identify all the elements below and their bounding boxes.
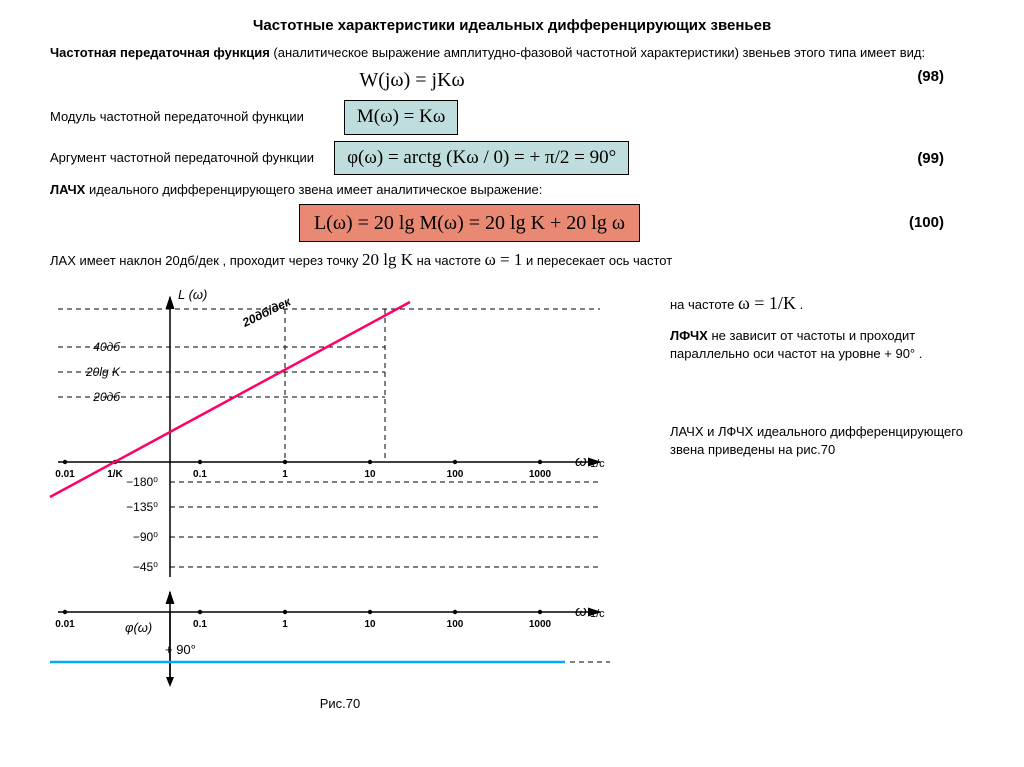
- lachx-bold: ЛАЧХ: [50, 182, 85, 197]
- svg-text:1: 1: [282, 619, 288, 630]
- eq-100-number: (100): [909, 212, 944, 233]
- svg-text:ω: ω: [575, 603, 587, 620]
- modulus-eq: M(ω) = Kω: [344, 100, 459, 135]
- chart-column: 40дб20lg K20дбL (ω)ω1/с0.011/K0.11101001…: [30, 277, 650, 712]
- page-title: Частотные характеристики идеальных диффе…: [30, 15, 994, 36]
- eq-98-number: (98): [917, 66, 944, 87]
- svg-text:L (ω): L (ω): [178, 287, 207, 302]
- svg-text:0.1: 0.1: [193, 619, 207, 630]
- slope-part2: на частоте: [417, 253, 485, 268]
- intro-paragraph: Частотная передаточная функция (аналитич…: [50, 44, 994, 62]
- svg-text:−45⁰: −45⁰: [133, 560, 158, 574]
- svg-text:−135⁰: −135⁰: [126, 500, 158, 514]
- eq-98: W(jω) = jKω: [359, 69, 464, 91]
- svg-text:−90⁰: −90⁰: [133, 530, 158, 544]
- svg-text:40дб: 40дб: [93, 340, 121, 354]
- argument-eq: φ(ω) = arctg (Kω / 0) = + π/2 = 90°: [334, 141, 629, 176]
- svg-text:−180⁰: −180⁰: [126, 475, 158, 489]
- lfchx-bold: ЛФЧХ: [670, 328, 708, 343]
- modulus-text: Модуль частотной передаточной функции: [50, 108, 304, 126]
- svg-text:φ(ω): φ(ω): [125, 620, 152, 635]
- svg-text:0.01: 0.01: [55, 469, 75, 480]
- eq-98-row: (98) W(jω) = jKω: [30, 66, 994, 94]
- svg-text:ω: ω: [575, 453, 587, 470]
- lfchx-line: ЛФЧХ не зависит от частоты и проходит па…: [670, 327, 994, 363]
- svg-text:100: 100: [447, 469, 464, 480]
- svg-text:0.1: 0.1: [193, 469, 207, 480]
- slope-part3: и пересекает ось частот: [526, 253, 672, 268]
- slope-eq1: 20 lg K: [362, 250, 413, 269]
- svg-text:+ 90°: + 90°: [165, 642, 196, 657]
- side-column: на частоте ω = 1/K . ЛФЧХ не зависит от …: [670, 277, 994, 712]
- eq-99-number: (99): [917, 148, 944, 169]
- bode-chart: 40дб20lg K20дбL (ω)ω1/с0.011/K0.11101001…: [30, 277, 650, 697]
- lachx-rest: идеального дифференцирующего звена имеет…: [85, 182, 542, 197]
- freq-part2: .: [800, 297, 804, 312]
- svg-text:0.01: 0.01: [55, 619, 75, 630]
- intro-bold: Частотная передаточная функция: [50, 45, 270, 60]
- svg-text:1000: 1000: [529, 469, 552, 480]
- argument-line: Аргумент частотной передаточной функции …: [50, 141, 994, 176]
- svg-text:100: 100: [447, 619, 464, 630]
- intro-rest: (аналитическое выражение амплитудно-фазо…: [270, 45, 925, 60]
- argument-text: Аргумент частотной передаточной функции: [50, 149, 314, 167]
- svg-text:20дб: 20дб: [92, 390, 121, 404]
- slope-eq2: ω = 1: [485, 250, 523, 269]
- caption-line: ЛАЧХ и ЛФЧХ идеального дифференцирующего…: [670, 423, 994, 459]
- freq-eq: ω = 1/K: [738, 293, 796, 313]
- svg-text:10: 10: [364, 619, 376, 630]
- eq-100-row: L(ω) = 20 lg M(ω) = 20 lg K + 20 lg ω (1…: [30, 204, 994, 242]
- freq-cross-line: на частоте ω = 1/K .: [670, 291, 994, 316]
- freq-part1: на частоте: [670, 297, 738, 312]
- caption-text: ЛАЧХ и ЛФЧХ идеального дифференцирующего…: [670, 424, 963, 457]
- svg-text:1/K: 1/K: [107, 469, 123, 480]
- svg-text:1/с: 1/с: [590, 458, 605, 470]
- svg-text:1000: 1000: [529, 619, 552, 630]
- svg-text:1/с: 1/с: [590, 608, 605, 620]
- lfchx-rest: не зависит от частоты и проходит паралле…: [670, 328, 922, 361]
- svg-text:20lg K: 20lg K: [85, 365, 121, 379]
- slope-part1: ЛАХ имеет наклон 20дб/дек , проходит чер…: [50, 253, 362, 268]
- modulus-line: Модуль частотной передаточной функции M(…: [50, 100, 994, 135]
- lachx-text-line: ЛАЧХ идеального дифференцирующего звена …: [50, 181, 994, 199]
- eq-100: L(ω) = 20 lg M(ω) = 20 lg K + 20 lg ω: [299, 204, 640, 242]
- svg-text:1: 1: [282, 469, 288, 480]
- slope-line: ЛАХ имеет наклон 20дб/дек , проходит чер…: [50, 248, 994, 272]
- svg-text:10: 10: [364, 469, 376, 480]
